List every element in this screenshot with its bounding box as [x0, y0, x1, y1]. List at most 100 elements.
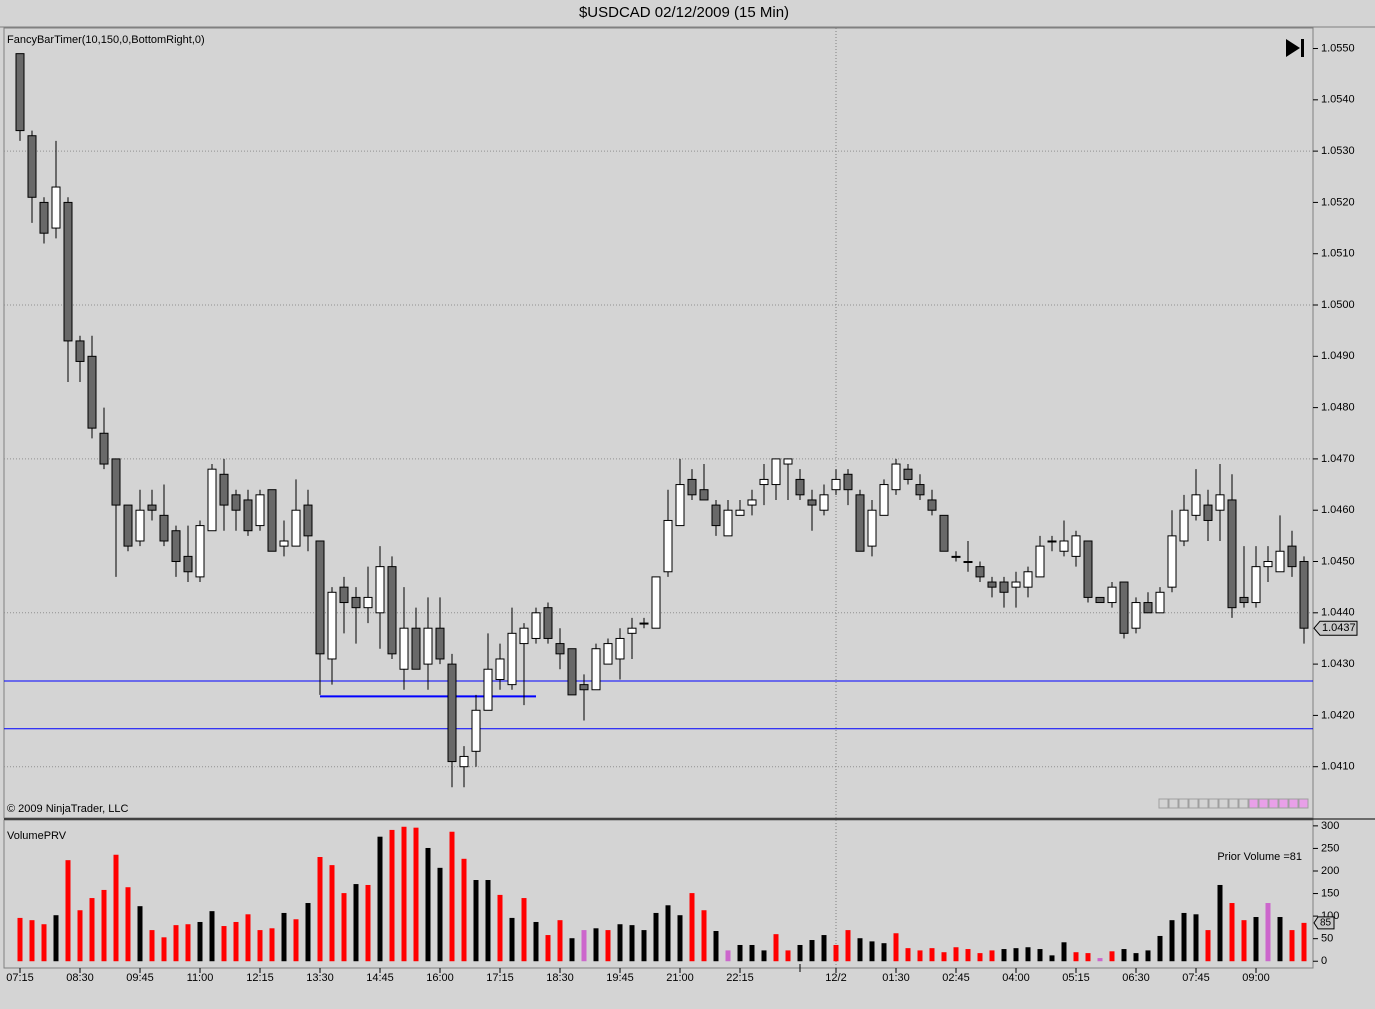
- candle-body: [315, 540, 325, 655]
- x-tick-label: 13:30: [306, 972, 334, 984]
- x-tick-label: 12:15: [246, 972, 274, 984]
- candle-body: [915, 484, 925, 496]
- chart-title: $USDCAD 02/12/2009 (15 Min): [579, 4, 789, 21]
- x-tick-label: 05:15: [1062, 972, 1090, 984]
- volume-bar: [65, 860, 71, 962]
- candle-body: [507, 632, 517, 686]
- volume-bar: [605, 930, 611, 962]
- x-tick-label: 16:00: [426, 972, 454, 984]
- candle-body: [1299, 561, 1309, 629]
- candle-body: [867, 509, 877, 547]
- candle-body: [603, 643, 613, 665]
- volume-bar: [917, 950, 923, 962]
- x-tick-label: 09:00: [1242, 972, 1270, 984]
- volume-bar: [581, 930, 587, 962]
- candle-body: [1179, 509, 1189, 542]
- timer-box: [1258, 798, 1269, 809]
- candle-body: [147, 504, 157, 511]
- candle-body: [975, 566, 985, 578]
- candle-body: [555, 643, 565, 655]
- scroll-end-button[interactable]: [1286, 39, 1304, 57]
- candle-body: [891, 463, 901, 491]
- volume-bar: [1193, 914, 1199, 962]
- x-tick-label: 17:15: [486, 972, 514, 984]
- candle-body: [219, 473, 229, 506]
- volume-bar: [17, 917, 23, 962]
- timer-box: [1298, 798, 1309, 809]
- y-tick-label: 1.0410: [1321, 761, 1355, 773]
- volume-bar: [677, 915, 683, 962]
- volume-bar: [101, 889, 107, 962]
- candle-body: [519, 627, 529, 645]
- end-bar-icon[interactable]: [1301, 39, 1304, 57]
- volume-bar: [641, 930, 647, 962]
- y-tick-label: 300: [1321, 820, 1339, 832]
- candle-body: [267, 489, 277, 552]
- candle-body: [1263, 561, 1273, 568]
- candle-body: [567, 648, 577, 696]
- candle-body: [1011, 581, 1021, 588]
- x-tick-label: 06:30: [1122, 972, 1150, 984]
- volume-bar: [53, 915, 59, 962]
- candle-body: [1023, 571, 1033, 588]
- candle-body: [87, 355, 97, 429]
- volume-bar: [389, 829, 395, 962]
- candle-body: [51, 186, 61, 229]
- y-tick-label: 1.0540: [1321, 94, 1355, 106]
- price-panel: [3, 27, 1314, 819]
- candle-body: [135, 509, 145, 542]
- candle-body: [939, 514, 949, 552]
- volume-bar: [1109, 951, 1115, 962]
- candle-body: [1155, 591, 1165, 614]
- candle-body: [1275, 550, 1285, 573]
- volume-bar: [173, 925, 179, 962]
- volume-bar: [1049, 955, 1055, 962]
- candle-body: [1071, 535, 1081, 557]
- x-tick-label: 12/2: [825, 972, 846, 984]
- volume-bar: [1145, 950, 1151, 962]
- indicator-label: FancyBarTimer(10,150,0,BottomRight,0): [7, 34, 205, 46]
- volume-bar: [353, 884, 359, 962]
- volume-bar: [989, 950, 995, 962]
- play-icon[interactable]: [1286, 39, 1300, 57]
- volume-bar: [473, 880, 479, 962]
- volume-bar: [1169, 920, 1175, 962]
- candle-body: [411, 627, 421, 670]
- volume-bar: [125, 887, 131, 962]
- volume-bar: [833, 944, 839, 962]
- timer-box: [1288, 798, 1299, 809]
- candle-body: [207, 468, 217, 532]
- volume-marker-label: 85: [1320, 918, 1332, 929]
- candle-body: [699, 489, 709, 501]
- candle-body: [459, 755, 469, 768]
- candle-body: [255, 494, 265, 527]
- candle-body: [1239, 596, 1249, 604]
- candle-body: [171, 530, 181, 563]
- volume-bar: [437, 867, 443, 962]
- volume-bar: [1277, 917, 1283, 962]
- candle-body: [387, 566, 397, 655]
- volume-bar: [749, 944, 755, 962]
- candle-body: [879, 484, 889, 516]
- volume-bar: [89, 898, 95, 962]
- volume-bar: [233, 921, 239, 962]
- candle-body: [591, 648, 601, 691]
- candle-body: [27, 135, 37, 198]
- candle-body: [351, 596, 361, 609]
- timer-box: [1248, 798, 1259, 809]
- timer-box: [1238, 798, 1249, 809]
- candle-body: [843, 473, 853, 491]
- candle-body: [951, 555, 961, 558]
- y-tick-label: 1.0490: [1321, 350, 1355, 362]
- candle-body: [243, 499, 253, 532]
- timer-box: [1178, 798, 1189, 809]
- candle-body: [627, 627, 637, 634]
- candle-body: [963, 561, 973, 564]
- candle-body: [1131, 602, 1141, 629]
- volume-bar: [689, 893, 695, 962]
- timer-box: [1268, 798, 1279, 809]
- volume-bar: [521, 898, 527, 962]
- volume-bar: [425, 847, 431, 962]
- x-tick-label: 08:30: [66, 972, 94, 984]
- timer-box: [1278, 798, 1289, 809]
